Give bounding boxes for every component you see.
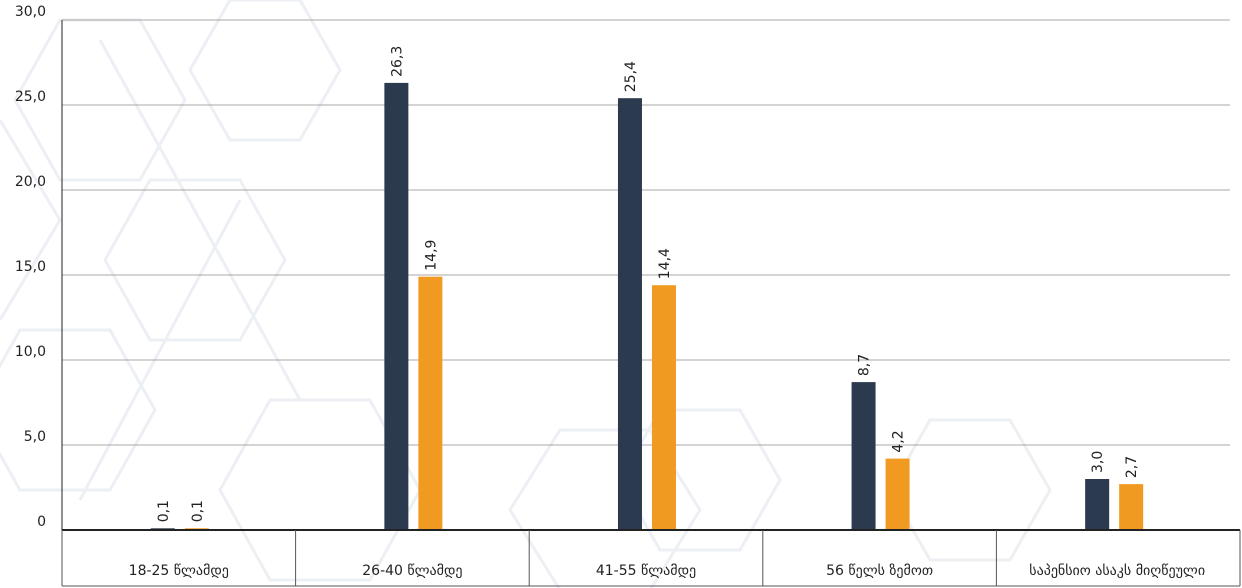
data-label: 0,1 [190, 500, 206, 522]
gridlines [62, 19, 1230, 446]
y-tick-label: 15,0 [15, 259, 46, 275]
category-table: 18-25 წლამდე 26-40 წლამდე 41-55 წლამდე 56 წ… [61, 530, 1241, 587]
data-label: 0,1 [156, 500, 172, 522]
y-tick-label: 5,0 [24, 429, 46, 445]
category-label: საპენსიო ასაკს მიღწეული [1029, 563, 1205, 579]
background-hex-pattern [0, 0, 1052, 588]
bars [150, 82, 1144, 531]
category-label: 18-25 წლამდე [129, 563, 229, 579]
category-label: 56 წელს ზემოთ [826, 563, 933, 579]
category-label: 26-40 წლამდე [362, 563, 462, 579]
y-tick-label: 30,0 [15, 4, 46, 20]
data-label: 2,7 [1124, 456, 1140, 478]
bar [1085, 479, 1110, 530]
y-tick-label: 10,0 [15, 344, 46, 360]
y-tick-label: 20,0 [15, 174, 46, 190]
data-label: 26,3 [389, 46, 405, 77]
bar [851, 382, 876, 530]
y-axis-ticks: 0 5,0 10,0 15,0 20,0 25,0 30,0 [15, 4, 46, 530]
data-label: 25,4 [623, 61, 639, 92]
bar [885, 458, 910, 530]
data-labels: 0,1 0,1 26,3 14,9 25,4 14,4 8,7 4,2 3,0 2,7 [156, 46, 1140, 523]
data-label: 8,7 [857, 354, 873, 376]
y-tick-label: 25,0 [15, 89, 46, 105]
y-tick-label: 0 [37, 514, 46, 530]
data-label: 14,4 [657, 248, 673, 279]
bar [617, 98, 642, 530]
bar [384, 82, 409, 531]
data-label: 3,0 [1090, 451, 1106, 473]
bar [1119, 484, 1144, 530]
data-label: 4,2 [891, 430, 907, 452]
bar [651, 285, 676, 530]
category-label: 41-55 წლამდე [596, 563, 696, 579]
data-label: 14,9 [423, 240, 439, 271]
bar [418, 276, 443, 530]
